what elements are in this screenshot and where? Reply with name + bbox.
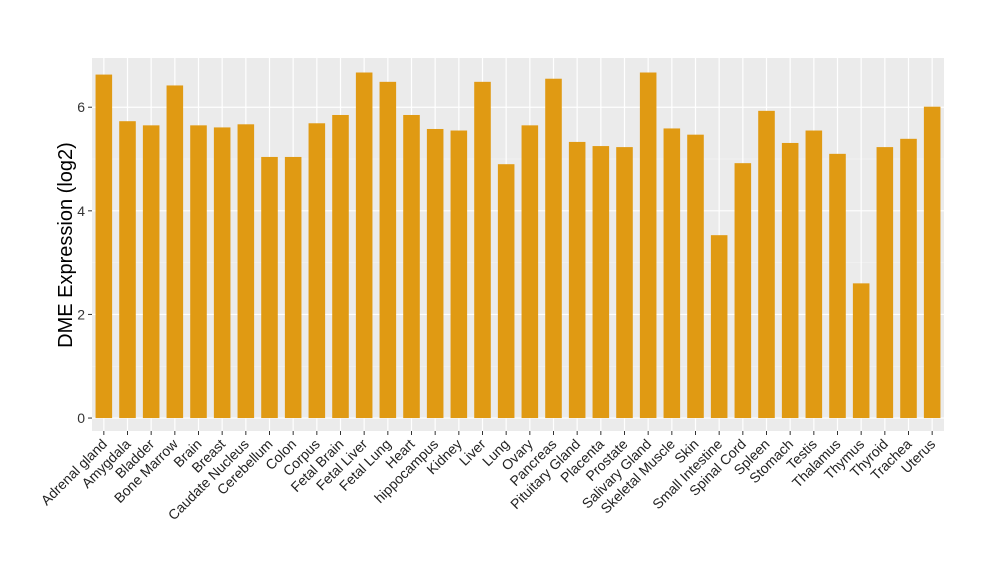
y-axis-title: DME Expression (log2): [55, 142, 77, 348]
bar: [545, 78, 562, 419]
bar: [616, 147, 633, 419]
bar: [355, 72, 373, 419]
bar: [805, 130, 823, 419]
bar: [521, 125, 539, 419]
bar: [190, 125, 207, 419]
bar: [568, 141, 586, 419]
bar: [900, 138, 917, 419]
bar: [379, 81, 397, 419]
bar: [829, 153, 846, 419]
plot-panel: [92, 58, 944, 431]
bar: [403, 114, 420, 419]
y-tick-label: 0: [77, 410, 85, 426]
bar: [710, 235, 728, 419]
bar: [663, 128, 681, 419]
y-axis: 0 2 4 6: [77, 99, 92, 426]
bar: [592, 146, 610, 419]
bars: [95, 72, 941, 419]
y-tick-label: 2: [77, 306, 85, 322]
bar: [95, 74, 113, 419]
bar: [497, 164, 515, 419]
bar: [237, 124, 255, 419]
bar: [639, 72, 657, 419]
bar: [923, 106, 941, 419]
bar: [308, 123, 326, 419]
bar: [474, 81, 491, 419]
bar: [166, 85, 184, 419]
bar: [852, 283, 870, 419]
bar: [687, 134, 704, 419]
bar: [450, 130, 468, 419]
bar: [781, 142, 799, 419]
bar: [426, 128, 444, 419]
y-tick-label: 4: [77, 203, 85, 219]
bar: [213, 127, 231, 419]
bar: [758, 110, 775, 419]
bar: [332, 114, 349, 419]
bar: [142, 125, 160, 419]
bar: [284, 156, 302, 419]
bar: [119, 121, 136, 419]
bar: [876, 147, 894, 419]
bar: [734, 163, 752, 419]
bar: [261, 156, 278, 419]
y-tick-label: 6: [77, 99, 85, 115]
